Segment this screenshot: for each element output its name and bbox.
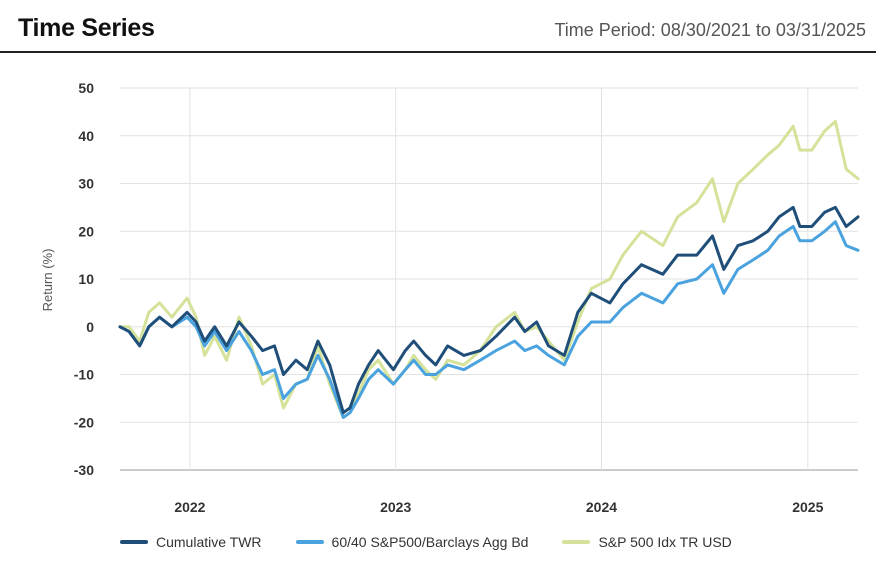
- chart-title: Time Series: [18, 14, 155, 42]
- x-axis-ticks: 2022 2023 2024 2025: [174, 499, 823, 515]
- chart-series: [118, 119, 860, 419]
- y-tick-label: -20: [74, 414, 94, 430]
- line-chart: 50 40 30 20 10 0 -10 -20 -30 2022 2023 2024 2025 Re…: [40, 80, 860, 515]
- y-tick-label: 0: [86, 319, 94, 335]
- chart-legend: Cumulative TWR 60/40 S&P500/Barclays Agg …: [120, 532, 766, 552]
- chart-grid: [120, 87, 858, 471]
- y-tick-label: 20: [78, 223, 94, 239]
- time-period-label: Time Period: 08/30/2021 to 03/31/2025: [554, 20, 866, 40]
- legend-item: S&P 500 Idx TR USD: [562, 534, 732, 550]
- y-axis-label: Return (%): [40, 249, 55, 312]
- header-rule: [0, 51, 876, 53]
- y-tick-label: -10: [74, 367, 94, 383]
- y-tick-label: 40: [78, 128, 94, 144]
- legend-item: Cumulative TWR: [120, 534, 262, 550]
- series-line-2: [118, 119, 860, 419]
- y-tick-label: -30: [74, 462, 94, 478]
- x-tick-label: 2024: [586, 499, 617, 515]
- legend-swatch: [295, 540, 324, 544]
- chart-header: Time Series Time Period: 08/30/2021 to 0…: [0, 0, 876, 52]
- y-tick-label: 10: [78, 271, 94, 287]
- legend-label: 60/40 S&P500/Barclays Agg Bd: [331, 534, 529, 550]
- legend-swatch: [120, 540, 148, 544]
- series-line-1: [118, 220, 860, 419]
- x-tick-label: 2025: [792, 499, 823, 515]
- legend-swatch: [562, 540, 591, 544]
- x-tick-label: 2022: [174, 499, 205, 515]
- y-tick-label: 50: [78, 80, 94, 96]
- legend-item: 60/40 S&P500/Barclays Agg Bd: [295, 534, 529, 550]
- y-axis-ticks: 50 40 30 20 10 0 -10 -20 -30: [74, 80, 94, 478]
- x-tick-label: 2023: [380, 499, 411, 515]
- legend-label: Cumulative TWR: [156, 534, 262, 550]
- series-line-0: [118, 205, 860, 415]
- legend-label: S&P 500 Idx TR USD: [598, 534, 732, 550]
- y-tick-label: 30: [78, 176, 94, 192]
